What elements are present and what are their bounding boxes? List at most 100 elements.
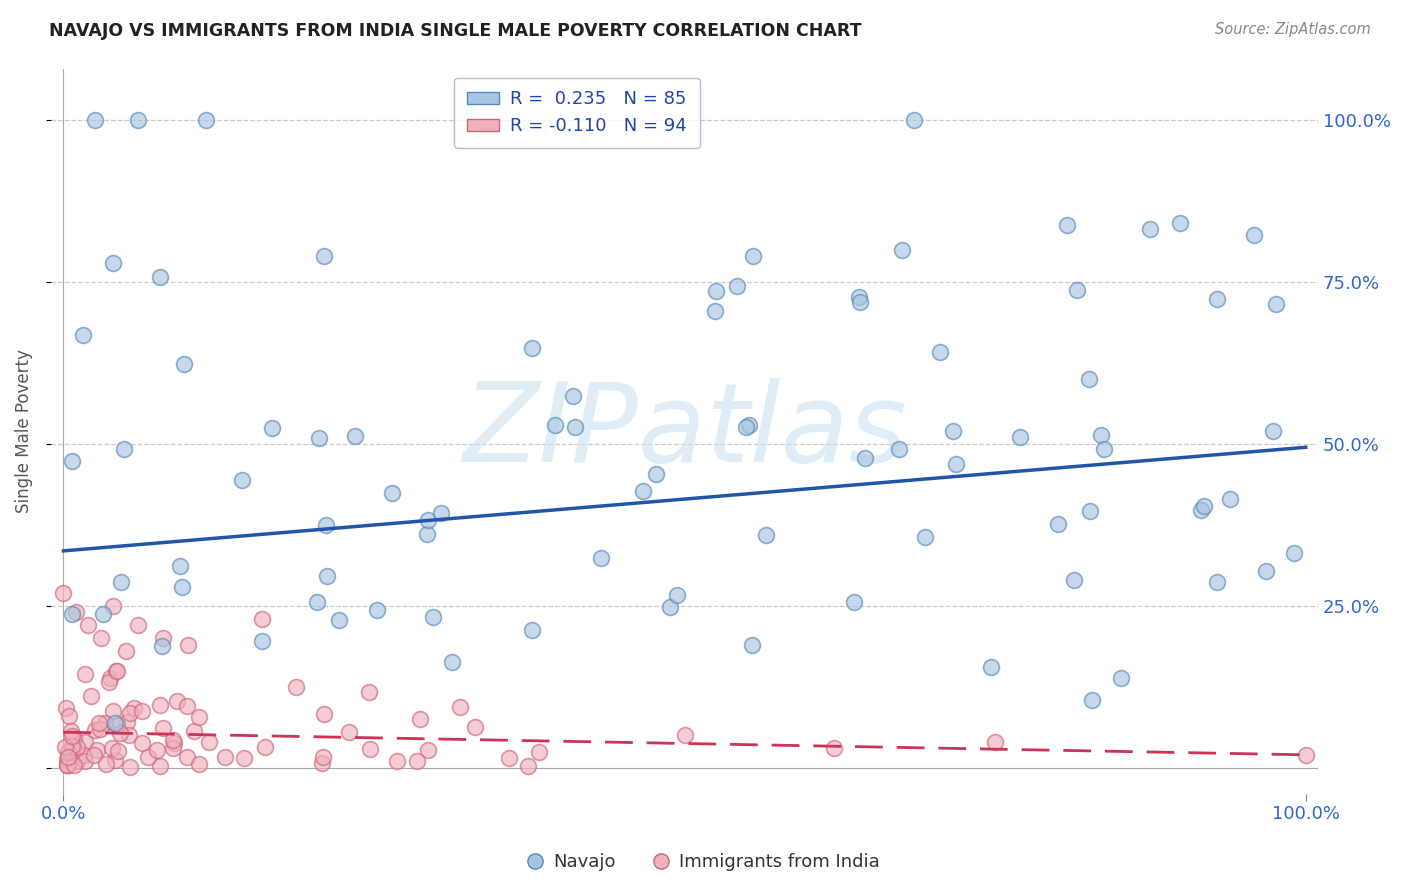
Point	[253, 739, 276, 754]
Point	[152, 721, 174, 735]
Point	[942, 425, 965, 439]
Point	[891, 243, 914, 257]
Point	[105, 718, 128, 732]
Point	[1063, 573, 1085, 587]
Point	[58, 708, 80, 723]
Point	[366, 603, 388, 617]
Point	[315, 518, 337, 533]
Point	[564, 420, 586, 434]
Point	[52, 586, 75, 600]
Point	[380, 485, 402, 500]
Point	[56, 757, 79, 772]
Point	[735, 419, 758, 434]
Point	[844, 595, 866, 609]
Point	[337, 725, 360, 739]
Point	[673, 728, 696, 742]
Point	[112, 442, 135, 456]
Point	[1090, 428, 1112, 442]
Point	[80, 689, 103, 703]
Point	[704, 284, 727, 298]
Point	[55, 758, 77, 772]
Point	[60, 607, 83, 621]
Point	[887, 442, 910, 456]
Text: Source: ZipAtlas.com: Source: ZipAtlas.com	[1215, 22, 1371, 37]
Point	[658, 599, 681, 614]
Point	[166, 694, 188, 708]
Point	[1078, 504, 1101, 518]
Point	[252, 612, 274, 626]
Point	[1047, 516, 1070, 531]
Point	[198, 735, 221, 749]
Point	[162, 741, 184, 756]
Point	[1295, 747, 1317, 762]
Point	[312, 706, 335, 721]
Point	[312, 750, 335, 764]
Legend: Navajo, Immigrants from India: Navajo, Immigrants from India	[519, 847, 887, 879]
Point	[152, 632, 174, 646]
Point	[738, 418, 761, 433]
Point	[183, 724, 205, 739]
Point	[1008, 430, 1031, 444]
Point	[72, 328, 94, 343]
Point	[823, 741, 845, 756]
Point	[308, 431, 330, 445]
Point	[848, 290, 870, 304]
Point	[110, 574, 132, 589]
Point	[285, 680, 308, 694]
Point	[73, 666, 96, 681]
Point	[527, 745, 550, 759]
Point	[90, 632, 112, 646]
Point	[105, 664, 128, 678]
Point	[1189, 503, 1212, 517]
Point	[516, 758, 538, 772]
Point	[120, 706, 142, 721]
Point	[260, 421, 283, 435]
Point	[742, 249, 765, 263]
Point	[903, 113, 925, 128]
Point	[60, 454, 83, 468]
Point	[644, 467, 666, 481]
Point	[522, 342, 544, 356]
Point	[115, 714, 138, 729]
Point	[385, 754, 408, 768]
Text: ZIPatlas: ZIPatlas	[463, 377, 907, 484]
Text: NAVAJO VS IMMIGRANTS FROM INDIA SINGLE MALE POVERTY CORRELATION CHART: NAVAJO VS IMMIGRANTS FROM INDIA SINGLE M…	[49, 22, 862, 40]
Point	[1139, 221, 1161, 235]
Point	[741, 639, 763, 653]
Point	[103, 704, 125, 718]
Point	[63, 758, 86, 772]
Point	[1206, 293, 1229, 307]
Point	[56, 750, 79, 764]
Point	[725, 279, 748, 293]
Point	[195, 113, 218, 128]
Point	[77, 618, 100, 632]
Point	[1206, 575, 1229, 590]
Point	[1219, 491, 1241, 506]
Point	[91, 607, 114, 622]
Point	[177, 638, 200, 652]
Point	[1256, 564, 1278, 578]
Point	[173, 358, 195, 372]
Point	[169, 558, 191, 573]
Point	[755, 527, 778, 541]
Point	[89, 716, 111, 731]
Point	[980, 659, 1002, 673]
Point	[1282, 546, 1305, 560]
Point	[150, 639, 173, 653]
Point	[561, 388, 583, 402]
Point	[75, 754, 97, 768]
Point	[75, 735, 97, 749]
Point	[405, 754, 427, 768]
Point	[94, 756, 117, 771]
Legend: R =  0.235   N = 85, R = -0.110   N = 94: R = 0.235 N = 85, R = -0.110 N = 94	[454, 78, 700, 148]
Point	[122, 701, 145, 715]
Point	[311, 756, 333, 770]
Point	[945, 457, 967, 471]
Point	[118, 760, 141, 774]
Point	[1092, 442, 1115, 457]
Point	[522, 623, 544, 637]
Point	[416, 743, 439, 757]
Point	[344, 429, 367, 443]
Point	[544, 417, 567, 432]
Point	[104, 716, 127, 731]
